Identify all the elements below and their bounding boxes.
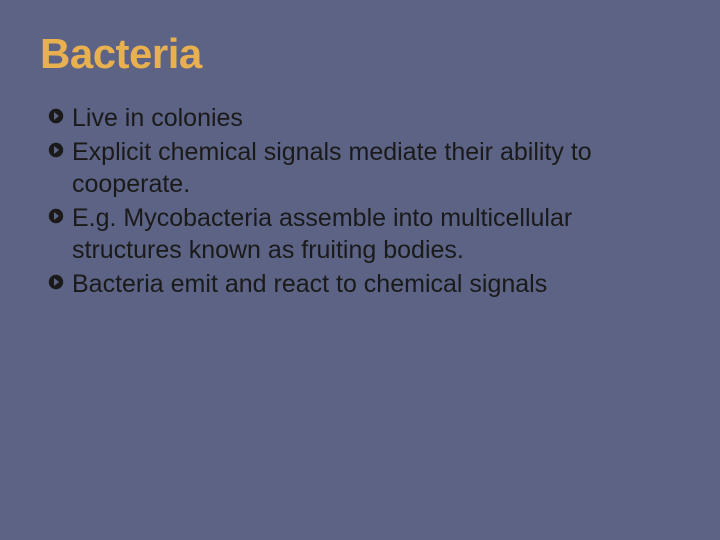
list-item: Live in colonies: [48, 102, 680, 134]
bullet-text: Bacteria emit and react to chemical sign…: [72, 268, 680, 300]
arrow-bullet-icon: [48, 136, 68, 164]
arrow-bullet-icon: [48, 268, 68, 296]
bullet-text: Live in colonies: [72, 102, 680, 134]
bullet-text: E.g. Mycobacteria assemble into multicel…: [72, 202, 680, 266]
list-item: Explicit chemical signals mediate their …: [48, 136, 680, 200]
arrow-bullet-icon: [48, 202, 68, 230]
arrow-bullet-icon: [48, 102, 68, 130]
slide-title: Bacteria: [40, 30, 680, 78]
list-item: Bacteria emit and react to chemical sign…: [48, 268, 680, 300]
list-item: E.g. Mycobacteria assemble into multicel…: [48, 202, 680, 266]
bullet-list: Live in colonies Explicit chemical signa…: [40, 102, 680, 300]
slide: Bacteria Live in colonies Explicit chemi…: [0, 0, 720, 540]
bullet-text: Explicit chemical signals mediate their …: [72, 136, 680, 200]
